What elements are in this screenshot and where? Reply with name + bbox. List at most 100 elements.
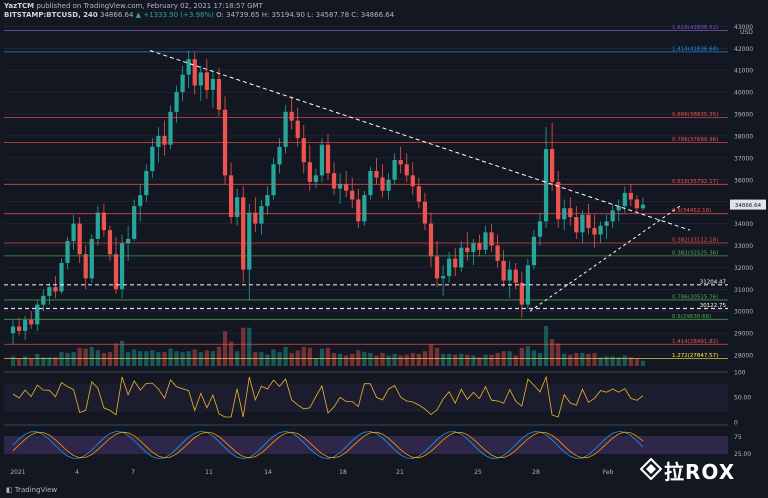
candle (107, 230, 113, 255)
volume-bar (350, 353, 355, 366)
y-tick-label: 43000 (734, 24, 753, 31)
candle (216, 78, 222, 110)
volume-bar (259, 352, 264, 366)
price-level-label: 1.414(28491.82) (672, 339, 718, 345)
volume-bar (83, 348, 88, 366)
x-tick-label: 25 (474, 469, 482, 476)
candle (95, 212, 100, 239)
candle (337, 184, 343, 189)
rsi-line (12, 375, 644, 418)
candle (350, 190, 355, 200)
rsi-tick-label: 0 (734, 420, 738, 427)
candle (537, 221, 543, 237)
price-level-label: 0.786(30515.76) (672, 294, 718, 300)
volume-bar (525, 346, 531, 366)
candle (362, 195, 367, 222)
volume-bar (410, 352, 415, 366)
price-level-label: 1.414(41836.64) (672, 46, 718, 52)
candle (89, 238, 94, 279)
volume-bar (319, 348, 325, 366)
ohlc-values: O: 34739.65 H: 35194.90 L: 34587.78 C: 3… (213, 11, 395, 19)
author-name[interactable]: YazTCM (4, 2, 35, 10)
candle (592, 227, 597, 235)
volume-bar (168, 348, 173, 366)
candle (543, 149, 549, 222)
volume-bar (119, 340, 125, 366)
price-level-label: 0.5(29630.68) (672, 314, 711, 320)
volume-bar (156, 352, 161, 366)
candle (628, 192, 633, 200)
ascending-trendline (529, 205, 681, 312)
candle (265, 195, 270, 207)
volume-bar (59, 352, 64, 366)
volume-bar (398, 355, 403, 366)
volume-bar (101, 352, 107, 366)
volume-bar (283, 346, 288, 366)
volume-bar (392, 353, 397, 366)
candle (23, 319, 28, 331)
candle (525, 265, 531, 305)
volume-bar (556, 343, 561, 366)
volume-bar (616, 357, 621, 366)
volume-bar (598, 357, 603, 366)
candle (368, 170, 373, 196)
y-tick-label: 36000 (734, 177, 753, 184)
watermark-diamond-icon (640, 458, 662, 480)
candle (253, 212, 258, 224)
volume-bar (192, 349, 197, 366)
watermark: 拉ROX (664, 456, 735, 485)
candle (440, 276, 446, 279)
y-tick-label: 41000 (734, 68, 753, 75)
volume-bar (325, 347, 331, 366)
candle (132, 206, 137, 239)
candle (598, 225, 603, 235)
stoch-band (4, 436, 728, 454)
volume-bar (574, 352, 579, 366)
volume-bar (368, 352, 373, 366)
candle (29, 319, 34, 325)
candle (556, 181, 561, 220)
rsi-tick-label: 50.00 (734, 395, 751, 402)
volume-bar (628, 357, 633, 366)
volume-bar (107, 352, 113, 366)
volume-bar (29, 359, 34, 366)
volume-bar (374, 355, 379, 366)
symbol-name[interactable]: BITSTAMP:BTCUSD, 240 (4, 11, 98, 19)
price-level-label: 0.886(38835.35) (672, 112, 718, 118)
candle (83, 254, 88, 279)
candle (168, 111, 173, 145)
x-tick-label: 21 (396, 469, 404, 476)
volume-bar (313, 358, 319, 366)
y-tick-label: 42000 (734, 46, 753, 53)
candle (580, 214, 585, 233)
candle (531, 236, 537, 266)
candle (119, 243, 125, 290)
stoch-d-line (12, 431, 644, 459)
volume-bar (471, 355, 476, 366)
candle (568, 208, 573, 218)
y-tick-label: 38000 (734, 133, 753, 140)
price-level-label: 1.618(42808.52) (672, 25, 718, 31)
candle (495, 245, 500, 261)
candle (374, 170, 379, 178)
volume-bar (65, 352, 70, 366)
volume-bar (513, 355, 518, 366)
x-tick-label: 7 (131, 469, 135, 476)
volume-bar (519, 347, 524, 366)
rsi-tick-label: 100 (734, 370, 746, 377)
tradingview-logo[interactable]: ◧ TradingView (6, 486, 58, 494)
volume-bar (640, 360, 646, 366)
stoch-tick-label: 25.00 (734, 451, 751, 458)
descending-trendline (149, 50, 691, 231)
volume-bar (23, 356, 28, 366)
volume-bar (380, 352, 385, 366)
candle (162, 135, 167, 145)
price-level-label: 0.786(37699.96) (672, 137, 718, 143)
candle (47, 287, 52, 296)
volume-bar (307, 347, 312, 366)
volume-bar (440, 353, 446, 366)
candle (77, 223, 82, 255)
candle (156, 135, 161, 147)
candle (10, 326, 16, 334)
